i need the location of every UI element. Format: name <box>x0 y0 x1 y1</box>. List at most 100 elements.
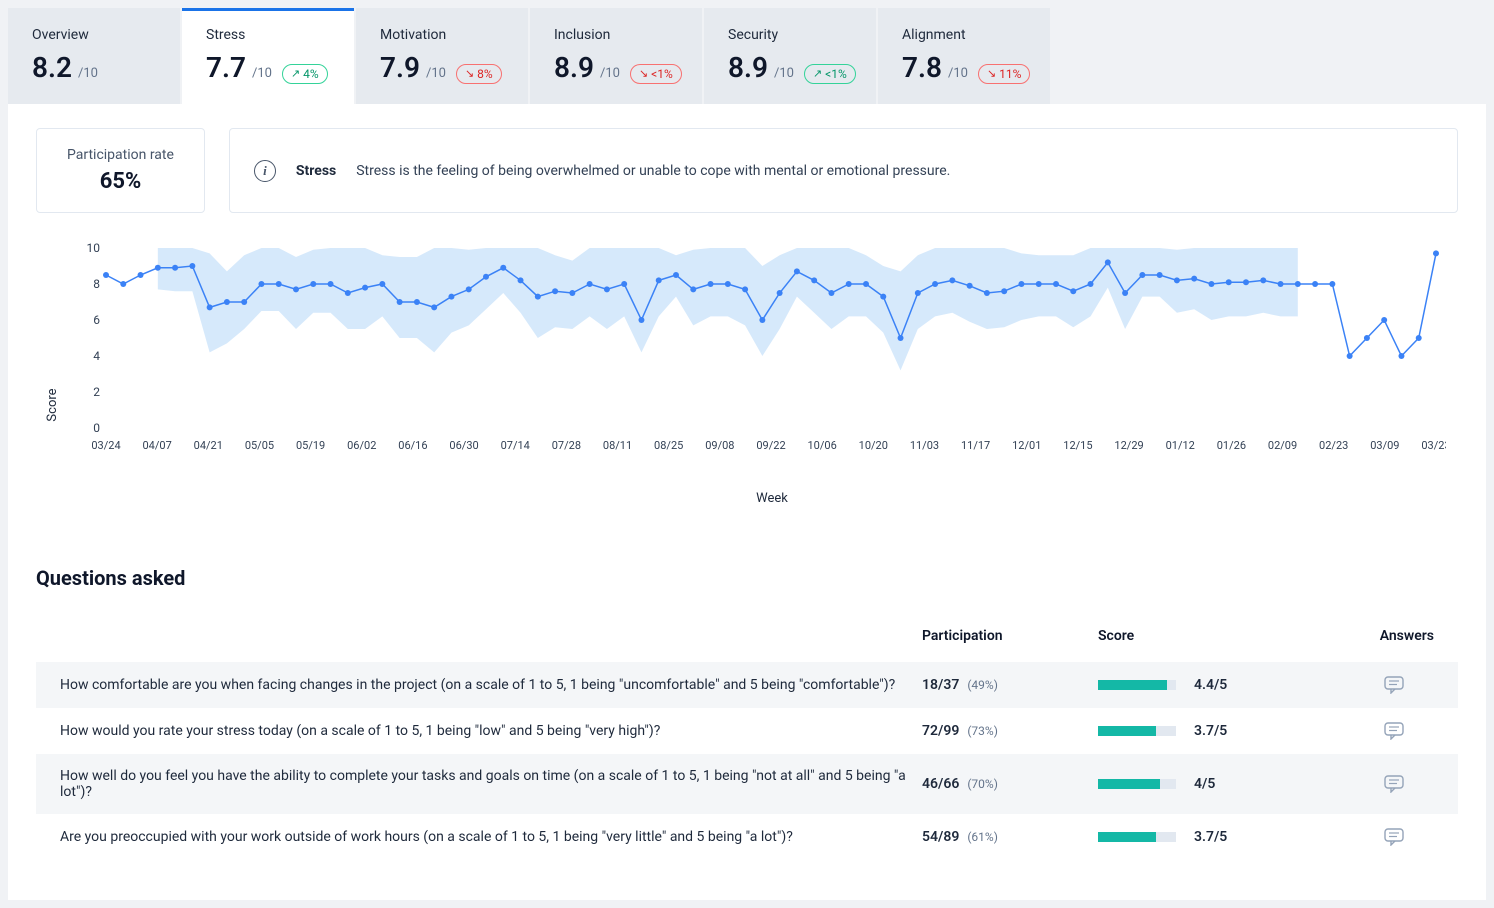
explain-text: Stress is the feeling of being overwhelm… <box>356 163 950 179</box>
question-participation: 72/99 (73%) <box>922 723 1082 739</box>
trend-badge: ↘<1% <box>630 64 682 84</box>
trend-value: <1% <box>825 67 847 81</box>
svg-text:09/22: 09/22 <box>756 439 785 452</box>
main-panel: Participation rate 65% i Stress Stress i… <box>8 104 1486 900</box>
comment-icon <box>1384 775 1404 793</box>
col-answers: Answers <box>1354 628 1434 644</box>
trend-value: 8% <box>477 67 493 81</box>
tab-value: 8.2 <box>32 51 72 84</box>
col-participation: Participation <box>922 628 1082 644</box>
tab-overview[interactable]: Overview8.2/10 <box>8 8 180 104</box>
explain-title: Stress <box>296 163 336 179</box>
participation-percent: (49%) <box>967 678 998 692</box>
participation-label: Participation rate <box>67 147 174 163</box>
score-bar <box>1098 680 1176 690</box>
questions-header: Participation Score Answers <box>36 614 1458 662</box>
svg-text:0: 0 <box>93 421 100 435</box>
svg-text:11/17: 11/17 <box>961 439 990 452</box>
tab-label: Inclusion <box>554 27 678 43</box>
score-bar-fill <box>1098 832 1156 842</box>
tab-motivation[interactable]: Motivation 7.9/10 ↘8% <box>356 8 528 104</box>
chart-svg: 024681003/2404/0704/2105/0505/1906/0206/… <box>86 243 1446 457</box>
trend-badge: ↘11% <box>978 64 1031 84</box>
participation-box: Participation rate 65% <box>36 128 205 213</box>
tab-label: Stress <box>206 27 330 43</box>
tab-label: Overview <box>32 27 156 43</box>
svg-text:05/05: 05/05 <box>245 439 274 452</box>
svg-text:03/23: 03/23 <box>1421 439 1446 452</box>
score-value: 3.7/5 <box>1194 723 1227 739</box>
score-bar <box>1098 832 1176 842</box>
tab-label: Alignment <box>902 27 1026 43</box>
tab-outof: /10 <box>948 66 968 81</box>
participation-percent: (73%) <box>967 724 998 738</box>
question-row[interactable]: How comfortable are you when facing chan… <box>36 662 1458 708</box>
tab-value-row: 7.7/10↗4% <box>206 51 330 84</box>
participation-percent: (70%) <box>967 777 998 791</box>
tab-value-row: 8.9/10↗<1% <box>728 51 852 84</box>
tab-outof: /10 <box>774 66 794 81</box>
svg-text:04/21: 04/21 <box>194 439 223 452</box>
metric-tabs: Overview 8.2/10 Stress 7.7/10↗4% Motivation 7… <box>8 8 1486 104</box>
tab-label: Motivation <box>380 27 504 43</box>
y-axis-label: Score <box>45 388 60 421</box>
question-score-cell: 4/5 <box>1098 776 1338 792</box>
comment-icon <box>1384 722 1404 740</box>
score-value: 4/5 <box>1194 776 1215 792</box>
tab-security[interactable]: Security8.9/10↗<1% <box>704 8 876 104</box>
svg-text:03/09: 03/09 <box>1370 439 1399 452</box>
answers-button[interactable] <box>1354 722 1434 740</box>
info-icon: i <box>254 160 276 182</box>
tab-stress[interactable]: Stress 7.7/10↗4% <box>182 8 354 104</box>
participation-fraction: 72/99 <box>922 723 959 739</box>
svg-text:11/03: 11/03 <box>910 439 939 452</box>
answers-button[interactable] <box>1354 775 1434 793</box>
participation-value: 65% <box>67 169 174 194</box>
participation-fraction: 54/89 <box>922 829 959 845</box>
svg-text:08/25: 08/25 <box>654 439 683 452</box>
svg-text:8: 8 <box>93 277 100 291</box>
question-participation: 46/66 (70%) <box>922 776 1082 792</box>
score-bar-fill <box>1098 726 1156 736</box>
score-bar-fill <box>1098 680 1167 690</box>
question-score-cell: 3.7/5 <box>1098 829 1338 845</box>
score-bar <box>1098 726 1176 736</box>
question-participation: 54/89(61%) <box>922 829 1082 845</box>
info-row: Participation rate 65% i Stress Stress i… <box>36 128 1458 213</box>
tab-outof: /10 <box>426 66 446 81</box>
question-row[interactable]: How well do you feel you have the abilit… <box>36 754 1458 814</box>
comment-icon <box>1384 676 1404 694</box>
svg-text:6: 6 <box>93 313 100 327</box>
svg-text:03/24: 03/24 <box>91 439 120 452</box>
question-score-cell: 3.7/5 <box>1098 723 1338 739</box>
question-row[interactable]: How would you rate your stress today (on… <box>36 708 1458 754</box>
explain-box: i Stress Stress is the feeling of being … <box>229 128 1458 213</box>
svg-text:12/01: 12/01 <box>1012 439 1041 452</box>
trend-value: 11% <box>999 67 1021 81</box>
questions-rows: How comfortable are you when facing chan… <box>36 662 1458 860</box>
score-bar <box>1098 779 1176 789</box>
arrow-down-icon: ↘ <box>465 67 474 80</box>
svg-text:12/29: 12/29 <box>1114 439 1143 452</box>
tab-alignment[interactable]: Alignment7.8/10↘11% <box>878 8 1050 104</box>
question-row[interactable]: Are you preoccupied with your work outsi… <box>36 814 1458 860</box>
trend-chart: Score 024681003/2404/0704/2105/0505/1906… <box>36 243 1458 566</box>
answers-button[interactable] <box>1354 828 1434 846</box>
arrow-down-icon: ↘ <box>987 67 996 80</box>
participation-fraction: 46/66 <box>922 776 959 792</box>
question-participation: 18/37(49%) <box>922 677 1082 693</box>
svg-text:02/09: 02/09 <box>1268 439 1297 452</box>
svg-text:09/08: 09/08 <box>705 439 734 452</box>
svg-text:04/07: 04/07 <box>143 439 172 452</box>
tab-value-row: 8.9/10↘<1% <box>554 51 678 84</box>
question-text: Are you preoccupied with your work outsi… <box>60 829 906 845</box>
tab-outof: /10 <box>600 66 620 81</box>
question-text: How well do you feel you have the abilit… <box>60 768 906 800</box>
tab-value: 7.9 <box>380 51 420 84</box>
svg-text:01/12: 01/12 <box>1166 439 1195 452</box>
svg-text:02/23: 02/23 <box>1319 439 1348 452</box>
tab-inclusion[interactable]: Inclusion 8.9/10↘<1% <box>530 8 702 104</box>
dashboard: Overview 8.2/10 Stress 7.7/10↗4% Motivation 7… <box>0 0 1494 908</box>
svg-text:2: 2 <box>93 385 100 399</box>
answers-button[interactable] <box>1354 676 1434 694</box>
